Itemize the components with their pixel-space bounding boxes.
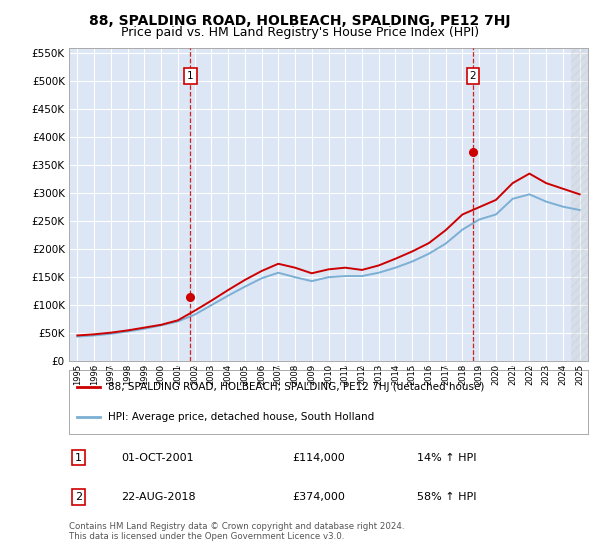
Text: 2006: 2006 <box>257 364 266 385</box>
Text: 2000: 2000 <box>157 364 166 385</box>
Text: 2012: 2012 <box>358 364 367 385</box>
Text: 2: 2 <box>75 492 82 502</box>
Text: 2004: 2004 <box>224 364 233 385</box>
Bar <box>571 48 588 361</box>
Text: 2020: 2020 <box>491 364 500 385</box>
Text: 2010: 2010 <box>324 364 333 385</box>
Text: 1997: 1997 <box>106 364 115 385</box>
Text: 2019: 2019 <box>475 364 484 385</box>
Text: 2008: 2008 <box>290 364 299 385</box>
Text: £114,000: £114,000 <box>292 452 345 463</box>
Text: 2023: 2023 <box>542 364 551 385</box>
Text: 88, SPALDING ROAD, HOLBEACH, SPALDING, PE12 7HJ (detached house): 88, SPALDING ROAD, HOLBEACH, SPALDING, P… <box>108 382 484 392</box>
Text: 2015: 2015 <box>408 364 417 385</box>
Text: 2021: 2021 <box>508 364 517 385</box>
Text: HPI: Average price, detached house, South Holland: HPI: Average price, detached house, Sout… <box>108 412 374 422</box>
Text: 2017: 2017 <box>441 364 450 385</box>
Text: 1999: 1999 <box>140 364 149 385</box>
Text: 2009: 2009 <box>307 364 316 385</box>
Text: 2013: 2013 <box>374 364 383 385</box>
Text: 1995: 1995 <box>73 364 82 385</box>
Text: 1: 1 <box>75 452 82 463</box>
Text: 2005: 2005 <box>240 364 249 385</box>
Text: 22-AUG-2018: 22-AUG-2018 <box>121 492 196 502</box>
Text: 14% ↑ HPI: 14% ↑ HPI <box>417 452 476 463</box>
Text: 2025: 2025 <box>575 364 584 385</box>
Text: 88, SPALDING ROAD, HOLBEACH, SPALDING, PE12 7HJ: 88, SPALDING ROAD, HOLBEACH, SPALDING, P… <box>89 14 511 28</box>
Text: 2014: 2014 <box>391 364 400 385</box>
Text: 1: 1 <box>187 71 194 81</box>
Text: 1998: 1998 <box>123 364 132 385</box>
Text: 01-OCT-2001: 01-OCT-2001 <box>121 452 194 463</box>
Text: 2018: 2018 <box>458 364 467 385</box>
Text: Contains HM Land Registry data © Crown copyright and database right 2024.
This d: Contains HM Land Registry data © Crown c… <box>69 522 404 542</box>
Text: 58% ↑ HPI: 58% ↑ HPI <box>417 492 476 502</box>
Text: 2: 2 <box>470 71 476 81</box>
Text: 1996: 1996 <box>89 364 98 385</box>
Text: 2003: 2003 <box>207 364 216 385</box>
Text: £374,000: £374,000 <box>292 492 345 502</box>
Text: 2007: 2007 <box>274 364 283 385</box>
Text: 2016: 2016 <box>424 364 433 385</box>
Text: 2001: 2001 <box>173 364 182 385</box>
Text: Price paid vs. HM Land Registry's House Price Index (HPI): Price paid vs. HM Land Registry's House … <box>121 26 479 39</box>
Text: 2011: 2011 <box>341 364 350 385</box>
Text: 2022: 2022 <box>525 364 534 385</box>
Text: 2002: 2002 <box>190 364 199 385</box>
Text: 2024: 2024 <box>559 364 568 385</box>
